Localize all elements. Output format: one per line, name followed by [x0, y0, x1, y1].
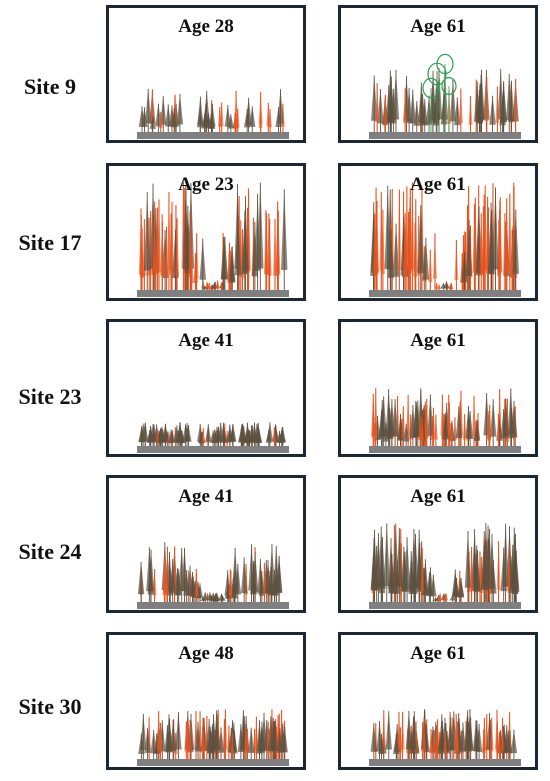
forest-illustration: [137, 422, 289, 453]
ground-plane: [137, 446, 289, 453]
ground-plane: [369, 602, 521, 609]
ground-plane: [137, 132, 289, 139]
age-label: Age 48: [178, 643, 234, 664]
tree-group: [138, 422, 287, 446]
age-label: Age 61: [410, 174, 466, 195]
age-label: Age 41: [178, 486, 234, 507]
forest-illustration: [369, 522, 521, 609]
panel-site-9-age-61: Age 61: [338, 5, 538, 143]
age-label: Age 61: [410, 330, 466, 351]
ground-plane: [369, 132, 521, 139]
tree-group: [138, 709, 288, 759]
forest-illustration: [137, 542, 289, 609]
forest-illustration: [369, 388, 521, 453]
forest-illustration: [369, 709, 521, 766]
panel-site-24-age-41: Age 41: [106, 475, 306, 613]
forest-illustration: [137, 709, 289, 766]
panel-site-24-age-61: Age 61: [338, 475, 538, 613]
age-label: Age 61: [410, 16, 466, 37]
forest-illustration: [137, 88, 289, 139]
panel-site-23-age-61: Age 61: [338, 319, 538, 457]
panel-site-23-age-41: Age 41: [106, 319, 306, 457]
tree-group: [139, 182, 288, 290]
tree-group: [371, 68, 519, 132]
panel-site-30-age-61: Age 61: [338, 632, 538, 770]
tree-group: [370, 709, 518, 759]
forest-illustration: [137, 182, 289, 297]
ground-plane: [369, 446, 521, 453]
tree-group: [370, 522, 520, 602]
site-label: Site 9: [24, 74, 76, 99]
tree-group: [137, 542, 283, 602]
forest-illustration: [369, 53, 521, 139]
green-tree-cluster: [422, 53, 457, 132]
ground-plane: [137, 602, 289, 609]
ground-plane: [369, 290, 521, 297]
site-label: Site 23: [18, 384, 82, 409]
forest-illustration: [369, 182, 521, 297]
age-label: Age 61: [410, 643, 466, 664]
site-label: Site 24: [18, 539, 82, 564]
age-label: Age 61: [410, 486, 466, 507]
tree-group: [370, 182, 519, 290]
site-label: Site 17: [18, 230, 82, 255]
age-label: Age 28: [178, 16, 234, 37]
ground-plane: [137, 290, 289, 297]
age-label: Age 23: [178, 174, 234, 195]
tree-group: [371, 388, 518, 446]
panel-site-9-age-28: Age 28: [106, 5, 306, 143]
age-label: Age 41: [178, 330, 234, 351]
site-label: Site 30: [18, 694, 82, 719]
panel-site-17-age-23: Age 23: [106, 163, 306, 301]
ground-plane: [369, 759, 521, 766]
ground-plane: [137, 759, 289, 766]
tree-group: [138, 88, 285, 132]
panel-site-30-age-48: Age 48: [106, 632, 306, 770]
panel-site-17-age-61: Age 61: [338, 163, 538, 301]
